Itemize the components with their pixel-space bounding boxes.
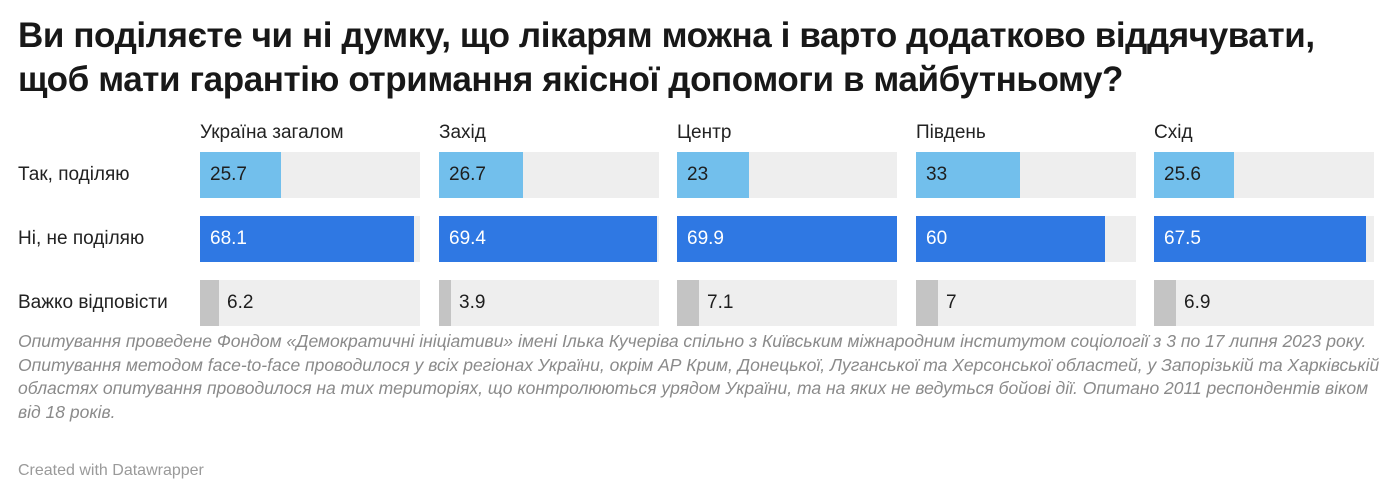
bar — [200, 280, 219, 326]
value-label: 6.2 — [227, 292, 254, 313]
bar — [916, 280, 938, 326]
bar-track: 7 — [916, 280, 1136, 326]
bar-track: 26.7 — [439, 152, 659, 198]
bar — [677, 216, 897, 262]
row-label: Ні, не поділяю — [18, 228, 145, 249]
bar — [1154, 280, 1176, 326]
bar-track: 23 — [677, 152, 897, 198]
value-label: 7 — [946, 292, 957, 313]
bar-track: 7.1 — [677, 280, 897, 326]
bar-track: 25.6 — [1154, 152, 1374, 198]
value-label: 33 — [926, 164, 948, 185]
bar-track: 33 — [916, 152, 1136, 198]
bar-track: 6.2 — [200, 280, 420, 326]
region-header: Південь — [916, 122, 986, 143]
region-header: Схід — [1154, 122, 1193, 143]
region-header: Захід — [439, 122, 486, 143]
bar — [677, 280, 699, 326]
value-label: 7.1 — [707, 292, 734, 313]
value-label: 69.9 — [687, 228, 724, 249]
bar — [1154, 216, 1366, 262]
value-label: 26.7 — [449, 164, 486, 185]
value-label: 6.9 — [1184, 292, 1211, 313]
bar-track: 6.9 — [1154, 280, 1374, 326]
region-header: Україна загалом — [200, 122, 344, 143]
value-label: 67.5 — [1164, 228, 1201, 249]
chart-title: Ви поділяєте чи ні думку, що лікарям мож… — [18, 16, 1315, 99]
bar — [200, 216, 414, 262]
value-label: 69.4 — [449, 228, 486, 249]
row-label: Так, поділяю — [18, 164, 130, 185]
bar — [677, 152, 749, 198]
bar-track: 69.4 — [439, 216, 659, 262]
methodology-note: Опитування проведене Фондом «Демократичн… — [18, 331, 1380, 422]
value-label: 60 — [926, 228, 948, 249]
bar-track: 60 — [916, 216, 1136, 262]
bar — [439, 152, 523, 198]
bar-track: 25.7 — [200, 152, 420, 198]
value-label: 68.1 — [210, 228, 247, 249]
bar — [439, 216, 657, 262]
bar-track: 3.9 — [439, 280, 659, 326]
value-label: 25.6 — [1164, 164, 1201, 185]
value-label: 25.7 — [210, 164, 247, 185]
bar-track: 68.1 — [200, 216, 420, 262]
bar — [916, 152, 1020, 198]
bar — [200, 152, 281, 198]
bar-track: 69.9 — [677, 216, 897, 262]
value-label: 23 — [687, 164, 709, 185]
region-header: Центр — [677, 122, 732, 143]
bar — [439, 280, 451, 326]
row-label: Важко відповісти — [18, 292, 168, 313]
value-label: 3.9 — [459, 292, 486, 313]
bar — [1154, 152, 1234, 198]
datawrapper-credit: Created with Datawrapper — [18, 462, 204, 479]
bar — [916, 216, 1105, 262]
bar-track: 67.5 — [1154, 216, 1374, 262]
